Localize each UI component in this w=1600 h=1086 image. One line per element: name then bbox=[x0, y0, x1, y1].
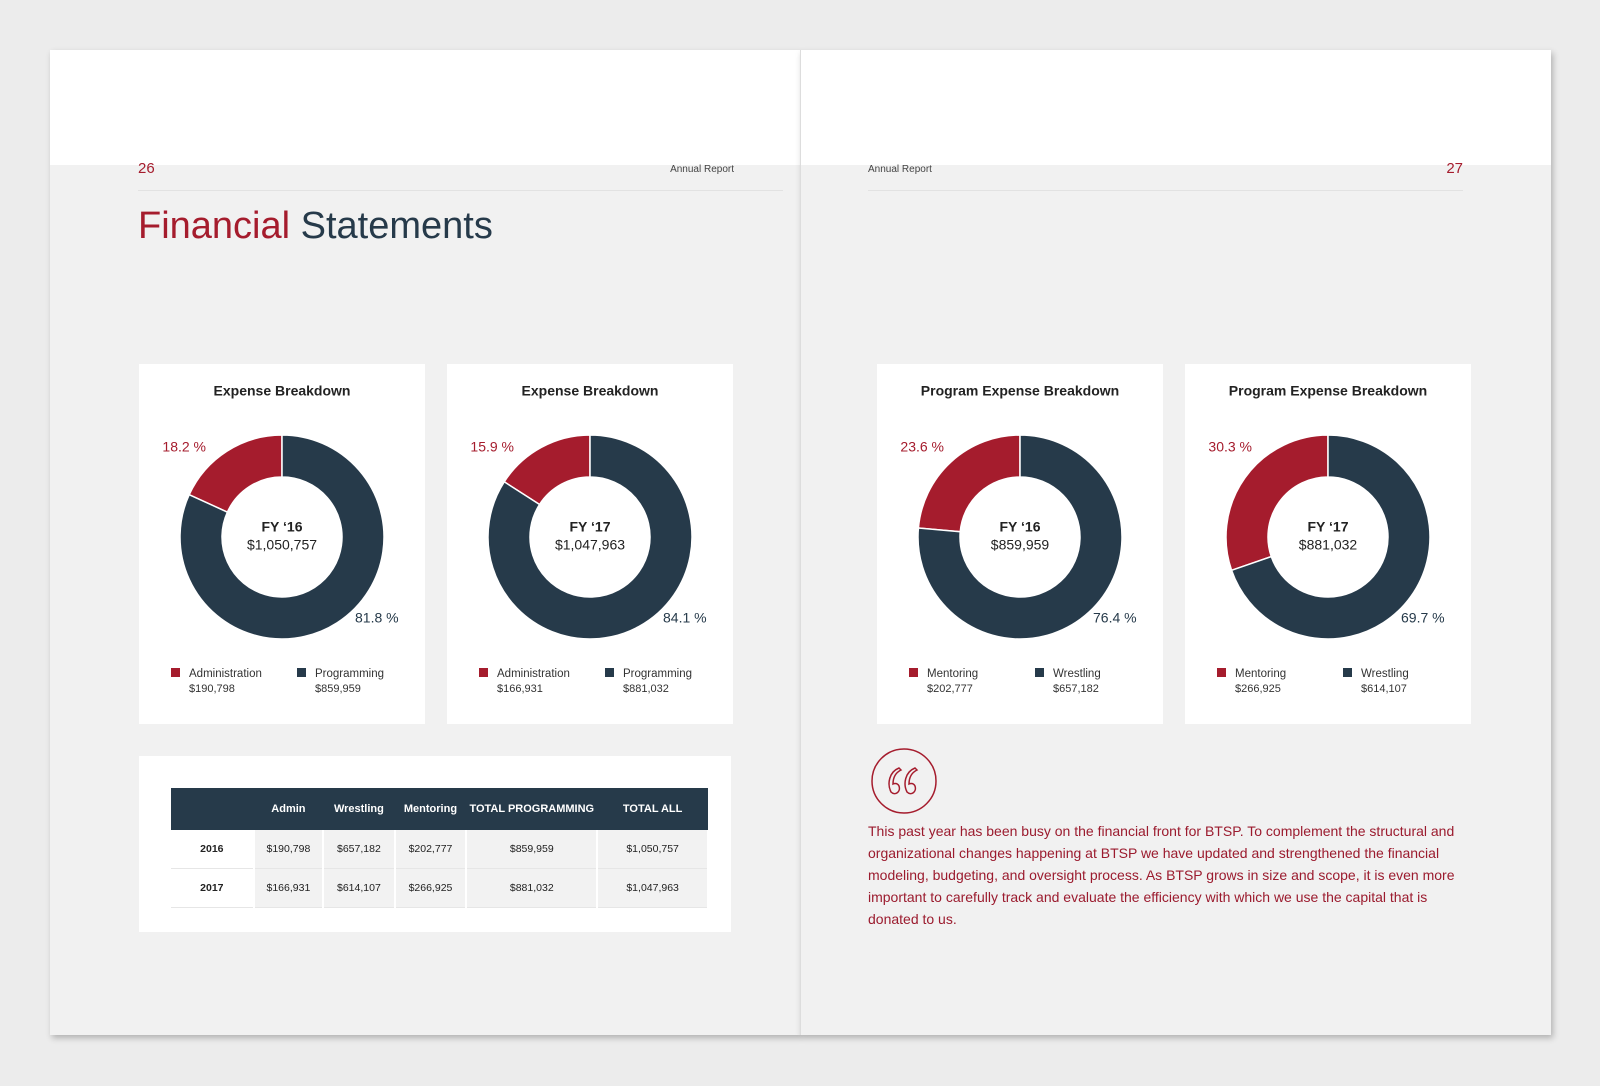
header-label: Annual Report bbox=[868, 164, 932, 175]
chart-card: Expense Breakdown FY ‘16 $1,050,757 18.2 % 8… bbox=[139, 364, 425, 724]
center-title: FY ‘17 bbox=[570, 519, 611, 535]
table-row: 2016 $190,798 $657,182 $202,777 $859,959 $1,0… bbox=[171, 830, 709, 869]
donut-slice bbox=[917, 434, 1123, 640]
legend-amount: $881,032 bbox=[623, 683, 669, 695]
chart: Program Expense Breakdown FY ‘17 $881,032 3… bbox=[1208, 383, 1445, 695]
legend-amount: $859,959 bbox=[315, 683, 361, 695]
legend-swatch bbox=[1217, 668, 1226, 677]
header-band bbox=[801, 50, 1551, 165]
legend-amount: $266,925 bbox=[1235, 683, 1281, 695]
table-cell: $202,777 bbox=[394, 830, 468, 869]
legend-swatch bbox=[1035, 668, 1044, 677]
right-page: Annual Report 27 Program Expense Breakdo… bbox=[800, 50, 1551, 1035]
table-cell: $1,050,757 bbox=[597, 830, 709, 869]
page-number: 26 bbox=[138, 160, 155, 177]
header-band bbox=[50, 50, 800, 165]
chart: Expense Breakdown FY ‘17 $1,047,963 15.9 % 8… bbox=[470, 383, 707, 695]
heading-accent: Financial bbox=[138, 205, 291, 247]
value-label: 30.3 % bbox=[1208, 439, 1252, 455]
table-row: 2017 $166,931 $614,107 $266,925 $881,032 $1,0… bbox=[171, 868, 709, 908]
legend-swatch bbox=[479, 668, 488, 677]
table-cell: $657,182 bbox=[323, 830, 396, 869]
center-title: FY ‘16 bbox=[262, 519, 303, 535]
donut-slice bbox=[1230, 434, 1431, 640]
table-cell: $1,047,963 bbox=[597, 868, 709, 908]
header-rule bbox=[868, 190, 1463, 191]
center-value: $1,050,757 bbox=[247, 537, 317, 553]
table-cell: $881,032 bbox=[466, 868, 599, 908]
center-title: FY ‘16 bbox=[1000, 519, 1041, 535]
quote-icon bbox=[871, 748, 937, 814]
chart-card: Expense Breakdown FY ‘17 $1,047,963 15.9 % 8… bbox=[447, 364, 733, 724]
legend-amount: $657,182 bbox=[1053, 683, 1099, 695]
value-label: 81.8 % bbox=[355, 610, 399, 626]
legend-label: Administration bbox=[189, 668, 262, 680]
legend-amount: $202,777 bbox=[927, 683, 973, 695]
table-card: Admin Wrestling Mentoring TOTAL PROGRAMMING… bbox=[139, 756, 731, 932]
legend-swatch bbox=[605, 668, 614, 677]
value-label: 23.6 % bbox=[900, 439, 944, 455]
table: Admin Wrestling Mentoring TOTAL PROGRAMMING… bbox=[171, 788, 709, 908]
table-cell: 2017 bbox=[171, 868, 255, 908]
donut-slice bbox=[487, 434, 693, 640]
chart: Expense Breakdown FY ‘16 $1,050,757 18.2 % 8… bbox=[162, 383, 399, 695]
legend-amount: $190,798 bbox=[189, 683, 235, 695]
legend-label: Mentoring bbox=[1235, 668, 1286, 680]
table-header-cell: TOTAL PROGRAMMING bbox=[466, 788, 598, 830]
table-cell: $266,925 bbox=[394, 868, 468, 908]
legend-amount: $166,931 bbox=[497, 683, 543, 695]
header-label: Annual Report bbox=[670, 164, 734, 175]
chart-card: Program Expense Breakdown FY ‘17 $881,032 3… bbox=[1185, 364, 1471, 724]
value-label: 18.2 % bbox=[162, 439, 206, 455]
table-header-row: Admin Wrestling Mentoring TOTAL PROGRAMMING… bbox=[171, 788, 708, 830]
table-header-cell bbox=[171, 788, 254, 830]
chart-title: Expense Breakdown bbox=[522, 383, 659, 399]
legend-label: Wrestling bbox=[1053, 668, 1101, 680]
left-page: 26 Annual Report Financial Statements Ex… bbox=[50, 50, 800, 1035]
legend-amount: $614,107 bbox=[1361, 683, 1407, 695]
chart-title: Program Expense Breakdown bbox=[1229, 383, 1427, 399]
table-cell: $166,931 bbox=[253, 868, 325, 908]
legend-label: Programming bbox=[315, 668, 384, 680]
table-cell: $614,107 bbox=[323, 868, 396, 908]
quote-text: This past year has been busy on the fina… bbox=[868, 823, 1455, 927]
table-cell: $859,959 bbox=[466, 830, 599, 869]
table-cell: $190,798 bbox=[253, 830, 325, 869]
chart-title: Program Expense Breakdown bbox=[921, 383, 1119, 399]
table-header-cell: Admin bbox=[253, 788, 324, 830]
legend-swatch bbox=[909, 668, 918, 677]
page-number: 27 bbox=[1446, 160, 1463, 177]
chart: Program Expense Breakdown FY ‘16 $859,959 2… bbox=[900, 383, 1137, 695]
donut-slice bbox=[179, 434, 385, 640]
legend-label: Administration bbox=[497, 668, 570, 680]
table-header-cell: TOTAL ALL bbox=[597, 788, 708, 830]
center-value: $881,032 bbox=[1299, 537, 1358, 553]
heading: Financial Statements bbox=[138, 205, 493, 248]
legend-swatch bbox=[1343, 668, 1352, 677]
table-cell: 2016 bbox=[171, 830, 255, 869]
donut-slice bbox=[1225, 434, 1329, 572]
heading-rest: Statements bbox=[300, 205, 493, 247]
value-label: 76.4 % bbox=[1093, 610, 1137, 626]
center-value: $1,047,963 bbox=[555, 537, 625, 553]
chart-title: Expense Breakdown bbox=[214, 383, 351, 399]
legend-swatch bbox=[297, 668, 306, 677]
value-label: 15.9 % bbox=[470, 439, 514, 455]
table-header-cell: Wrestling bbox=[323, 788, 395, 830]
legend-label: Wrestling bbox=[1361, 668, 1409, 680]
center-title: FY ‘17 bbox=[1308, 519, 1349, 535]
center-value: $859,959 bbox=[991, 537, 1050, 553]
legend-label: Mentoring bbox=[927, 668, 978, 680]
chart-card: Program Expense Breakdown FY ‘16 $859,959 2… bbox=[877, 364, 1163, 724]
header-rule bbox=[138, 190, 783, 191]
value-label: 69.7 % bbox=[1401, 610, 1445, 626]
table-header-cell: Mentoring bbox=[394, 788, 467, 830]
legend-swatch bbox=[171, 668, 180, 677]
value-label: 84.1 % bbox=[663, 610, 707, 626]
legend-label: Programming bbox=[623, 668, 692, 680]
